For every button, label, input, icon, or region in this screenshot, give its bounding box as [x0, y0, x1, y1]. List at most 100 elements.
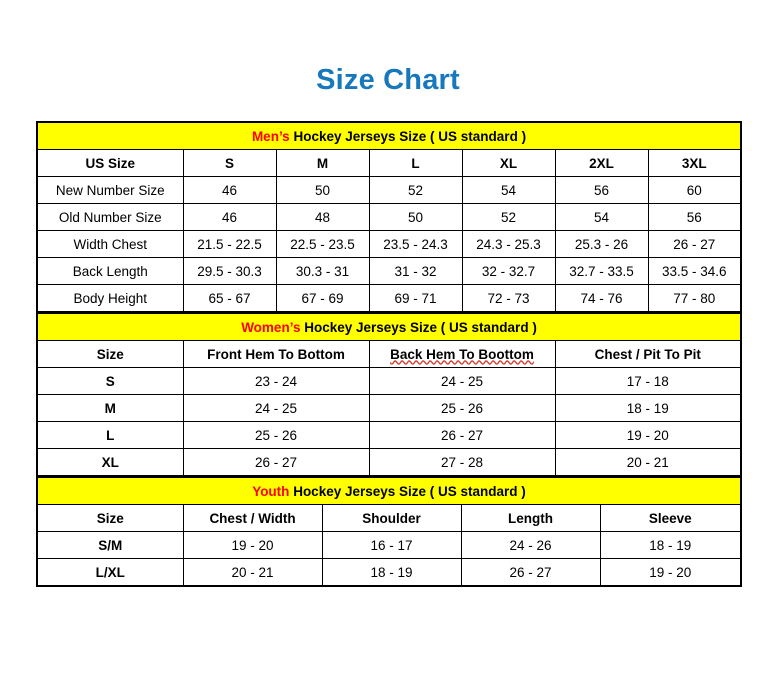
column-header: XL	[461, 149, 556, 177]
row-label: XL	[36, 448, 184, 477]
table-cell: 17 - 18	[554, 367, 742, 395]
table-row: Body Height 65 - 67 67 - 69 69 - 71 72 -…	[36, 284, 742, 313]
column-header: 3XL	[647, 149, 742, 177]
table-cell: 69 - 71	[368, 284, 463, 313]
womens-section-banner: Women’s Hockey Jerseys Size ( US standar…	[36, 313, 742, 341]
table-header-row: Size Chest / Width Shoulder Length Sleev…	[36, 504, 742, 532]
banner-rest-text: Hockey Jerseys Size ( US standard )	[289, 483, 526, 499]
banner-rest-text: Hockey Jerseys Size ( US standard )	[300, 319, 537, 335]
row-label: Body Height	[36, 284, 184, 313]
table-cell: 48	[275, 203, 370, 231]
table-cell: 18 - 19	[599, 531, 742, 559]
row-label: Old Number Size	[36, 203, 184, 231]
table-cell: 77 - 80	[647, 284, 742, 313]
table-row: S/M 19 - 20 16 - 17 24 - 26 18 - 19	[36, 531, 742, 559]
table-cell: 20 - 21	[554, 448, 742, 477]
row-label: L/XL	[36, 558, 184, 587]
table-cell: 50	[275, 176, 370, 204]
table-cell: 56	[554, 176, 649, 204]
column-header: S	[182, 149, 277, 177]
table-cell: 24.3 - 25.3	[461, 230, 556, 258]
banner-accent-text: Women’s	[241, 319, 301, 335]
column-header: Front Hem To Bottom	[182, 340, 370, 368]
row-label: S/M	[36, 531, 184, 559]
table-cell: 18 - 19	[321, 558, 462, 587]
table-row: Width Chest 21.5 - 22.5 22.5 - 23.5 23.5…	[36, 230, 742, 258]
table-cell: 19 - 20	[599, 558, 742, 587]
table-cell: 60	[647, 176, 742, 204]
table-cell: 23.5 - 24.3	[368, 230, 463, 258]
table-cell: 21.5 - 22.5	[182, 230, 277, 258]
table-cell: 19 - 20	[554, 421, 742, 449]
section-banner-row: Women’s Hockey Jerseys Size ( US standar…	[36, 313, 742, 341]
table-row: New Number Size 46 50 52 54 56 60	[36, 176, 742, 204]
column-header: M	[275, 149, 370, 177]
table-cell: 65 - 67	[182, 284, 277, 313]
table-cell: 46	[182, 176, 277, 204]
table-row: L 25 - 26 26 - 27 19 - 20	[36, 421, 742, 449]
column-header: Shoulder	[321, 504, 462, 532]
table-cell: 33.5 - 34.6	[647, 257, 742, 285]
table-row: S 23 - 24 24 - 25 17 - 18	[36, 367, 742, 395]
table-cell: 19 - 20	[182, 531, 323, 559]
table-cell: 31 - 32	[368, 257, 463, 285]
table-cell: 26 - 27	[647, 230, 742, 258]
table-cell: 72 - 73	[461, 284, 556, 313]
table-cell: 56	[647, 203, 742, 231]
table-cell: 20 - 21	[182, 558, 323, 587]
row-label: Width Chest	[36, 230, 184, 258]
column-header: 2XL	[554, 149, 649, 177]
table-cell: 74 - 76	[554, 284, 649, 313]
table-row: Old Number Size 46 48 50 52 54 56	[36, 203, 742, 231]
table-cell: 24 - 26	[460, 531, 601, 559]
table-cell: 25.3 - 26	[554, 230, 649, 258]
column-header: Size	[36, 340, 184, 368]
page-title: Size Chart	[316, 64, 460, 96]
table-row: Back Length 29.5 - 30.3 30.3 - 31 31 - 3…	[36, 257, 742, 285]
table-row: L/XL 20 - 21 18 - 19 26 - 27 19 - 20	[36, 558, 742, 587]
youth-section-banner: Youth Hockey Jerseys Size ( US standard …	[36, 477, 742, 505]
table-cell: 29.5 - 30.3	[182, 257, 277, 285]
table-cell: 25 - 26	[182, 421, 370, 449]
column-header-text: Back Hem To Boottom	[390, 346, 534, 362]
womens-size-table: Women’s Hockey Jerseys Size ( US standar…	[36, 313, 742, 477]
table-cell: 52	[461, 203, 556, 231]
column-header: Length	[460, 504, 601, 532]
row-label: M	[36, 394, 184, 422]
section-banner-row: Men’s Hockey Jerseys Size ( US standard …	[36, 121, 742, 150]
table-cell: 32 - 32.7	[461, 257, 556, 285]
mens-size-table: Men’s Hockey Jerseys Size ( US standard …	[36, 121, 743, 313]
column-header: Chest / Width	[182, 504, 323, 532]
table-header-row: Size Front Hem To Bottom Back Hem To Boo…	[36, 340, 742, 368]
row-label: New Number Size	[36, 176, 184, 204]
table-cell: 46	[182, 203, 277, 231]
table-cell: 32.7 - 33.5	[554, 257, 649, 285]
table-cell: 23 - 24	[182, 367, 370, 395]
column-header: Size	[36, 504, 184, 532]
table-cell: 18 - 19	[554, 394, 742, 422]
table-cell: 26 - 27	[460, 558, 601, 587]
table-cell: 30.3 - 31	[275, 257, 370, 285]
table-cell: 27 - 28	[368, 448, 556, 477]
table-cell: 54	[461, 176, 556, 204]
youth-size-table: Youth Hockey Jerseys Size ( US standard …	[36, 477, 742, 587]
table-cell: 52	[368, 176, 463, 204]
table-cell: 54	[554, 203, 649, 231]
table-cell: 25 - 26	[368, 394, 556, 422]
table-row: M 24 - 25 25 - 26 18 - 19	[36, 394, 742, 422]
table-cell: 67 - 69	[275, 284, 370, 313]
column-header: Back Hem To Boottom	[368, 340, 556, 368]
section-banner-row: Youth Hockey Jerseys Size ( US standard …	[36, 477, 742, 505]
column-header: US Size	[36, 149, 184, 177]
table-cell: 24 - 25	[368, 367, 556, 395]
row-label: Back Length	[36, 257, 184, 285]
table-header-row: US Size S M L XL 2XL 3XL	[36, 149, 742, 177]
column-header: L	[368, 149, 463, 177]
table-cell: 24 - 25	[182, 394, 370, 422]
table-cell: 26 - 27	[368, 421, 556, 449]
row-label: S	[36, 367, 184, 395]
mens-section-banner: Men’s Hockey Jerseys Size ( US standard …	[36, 121, 742, 150]
table-cell: 26 - 27	[182, 448, 370, 477]
banner-accent-text: Youth	[252, 483, 290, 499]
table-cell: 22.5 - 23.5	[275, 230, 370, 258]
